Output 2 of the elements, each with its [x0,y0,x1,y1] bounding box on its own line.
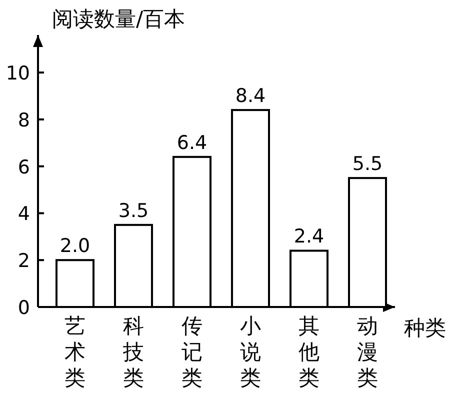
xlabel: 种类 [404,316,446,340]
ylabel: 阅读数量/百本 [52,7,186,31]
